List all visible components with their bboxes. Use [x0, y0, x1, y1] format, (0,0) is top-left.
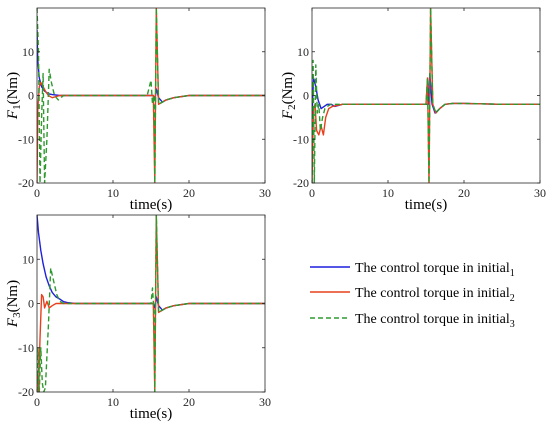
x-axis-label: time(s): [405, 197, 448, 213]
y-axis-label: F3(Nm): [5, 280, 23, 328]
y-tick-label: -10: [293, 132, 309, 146]
y-tick-label: 0: [303, 89, 309, 103]
legend: The control torque in initial1 The contro…: [310, 261, 515, 330]
x-tick-label: 20: [183, 186, 195, 200]
x-tick-label: 30: [259, 395, 271, 409]
x-tick-label: 10: [107, 186, 119, 200]
y-axis-label: F2(Nm): [280, 72, 298, 120]
x-tick-label: 10: [382, 186, 394, 200]
series-line-3: [37, 215, 265, 392]
y-tick-label: -20: [18, 385, 34, 399]
y-tick-label: 10: [297, 45, 309, 59]
series-group: [37, 8, 265, 183]
x-tick-label: 10: [107, 395, 119, 409]
x-tick-label: 20: [458, 186, 470, 200]
legend-entry-3: The control torque in initial3: [355, 312, 515, 330]
y-tick-label: 0: [28, 297, 34, 311]
x-tick-label: 0: [34, 395, 40, 409]
y-tick-label: 0: [28, 89, 34, 103]
legend-entry-1: The control torque in initial1: [355, 261, 515, 279]
series-group: [37, 215, 265, 392]
y-tick-label: -10: [18, 341, 34, 355]
series-group: [312, 8, 540, 183]
y-tick-label: -20: [293, 176, 309, 190]
series-line-3: [37, 8, 265, 183]
y-tick-label: -20: [18, 176, 34, 190]
y-axis-label: F1(Nm): [5, 72, 23, 120]
y-tick-label: -10: [18, 132, 34, 146]
x-tick-label: 30: [534, 186, 546, 200]
legend-entry-2: The control torque in initial2: [355, 286, 515, 304]
x-axis-label: time(s): [130, 197, 173, 213]
subplot-2: 0 10 20 30 -20 -10 0 10 time(s) F2(Nm): [280, 7, 546, 213]
series-line-3: [312, 8, 540, 183]
y-tick-label: 10: [22, 252, 34, 266]
subplot-1: 0 10 20 30 -20 -10 0 10 time(s) F1(Nm): [5, 7, 271, 213]
x-tick-label: 30: [259, 186, 271, 200]
y-tick-label: 10: [22, 45, 34, 59]
x-tick-label: 0: [34, 186, 40, 200]
x-tick-label: 0: [309, 186, 315, 200]
x-axis-label: time(s): [130, 406, 173, 422]
series-line-1: [37, 215, 265, 311]
subplot-3: 0 10 20 30 -20 -10 0 10 time(s) F3(Nm): [5, 214, 271, 422]
x-tick-label: 20: [183, 395, 195, 409]
